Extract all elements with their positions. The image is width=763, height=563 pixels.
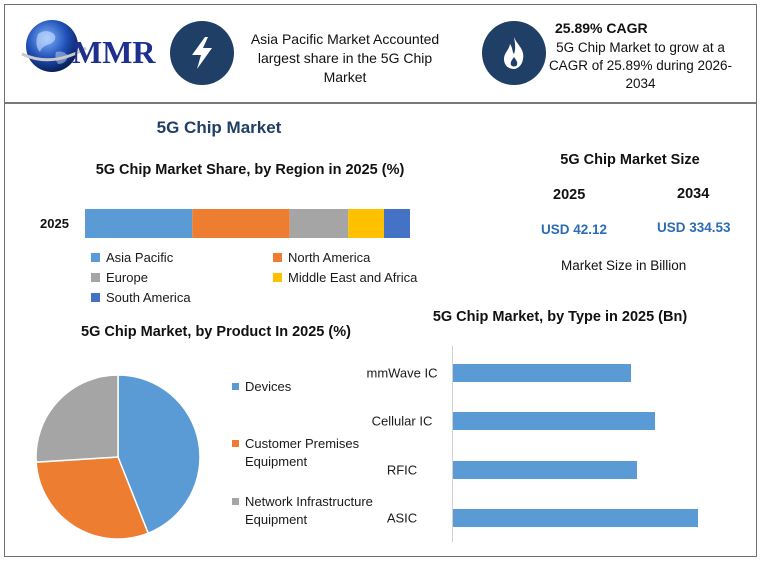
legend-item-north-america: North America bbox=[273, 250, 370, 265]
type-tick-label: ASIC bbox=[386, 510, 418, 526]
infographic-frame bbox=[4, 4, 757, 557]
legend-label: South America bbox=[106, 290, 191, 305]
region-segment-north-america bbox=[192, 209, 290, 238]
legend-label: Middle East and Africa bbox=[288, 270, 418, 285]
legend-swatch bbox=[91, 273, 100, 282]
pie-legend-item-network-infrastructure-equipment: Network Infrastructure Equipment bbox=[232, 493, 410, 529]
market-size-year-2025: 2025 bbox=[553, 187, 586, 203]
legend-swatch bbox=[273, 253, 282, 262]
market-size-value-2034: USD 334.53 bbox=[657, 220, 731, 235]
lightning-icon bbox=[170, 21, 234, 85]
region-segment-europe bbox=[289, 209, 349, 238]
region-category-label: 2025 bbox=[40, 216, 69, 231]
flame-icon bbox=[482, 21, 546, 85]
type-bar-asic bbox=[453, 509, 699, 527]
type-tick-label: Cellular IC bbox=[371, 413, 433, 429]
legend-label: Asia Pacific bbox=[106, 250, 174, 265]
product-pie-chart bbox=[35, 374, 201, 540]
header-card-apac-text: Asia Pacific Market Accounted largest sh… bbox=[250, 31, 440, 85]
legend-label: North America bbox=[288, 250, 371, 265]
pie-legend-item-customer-premises-equipment: Customer Premises Equipment bbox=[232, 435, 410, 471]
pie-slice-customer-premises-equipment bbox=[35, 456, 150, 540]
mmr-logo: MMR bbox=[16, 12, 156, 84]
legend-label: Customer Premises Equipment bbox=[245, 436, 360, 469]
type-chart-title: 5G Chip Market, by Type in 2025 (Bn) bbox=[432, 309, 688, 325]
pie-slice-network-infrastructure-equipment bbox=[35, 374, 119, 463]
logo-text: MMR bbox=[72, 34, 156, 70]
region-segment-south-america bbox=[384, 209, 410, 238]
cagr-text: 5G Chip Market to grow at a CAGR of 25.8… bbox=[548, 40, 733, 91]
region-stacked-bar bbox=[85, 209, 410, 238]
pie-slice-devices bbox=[117, 374, 201, 535]
globe-icon bbox=[21, 20, 87, 72]
region-segment-middle-east-and-africa bbox=[348, 209, 384, 238]
legend-swatch bbox=[232, 440, 239, 447]
type-bar-rfic bbox=[453, 461, 637, 479]
market-size-year-2034: 2034 bbox=[677, 186, 710, 202]
legend-label: Europe bbox=[106, 270, 148, 285]
header-divider bbox=[5, 102, 756, 104]
market-size-title: 5G Chip Market Size bbox=[560, 152, 700, 168]
legend-swatch bbox=[232, 383, 239, 390]
legend-item-europe: Europe bbox=[91, 270, 148, 285]
market-size-value-2025: USD 42.12 bbox=[541, 222, 608, 237]
legend-swatch bbox=[91, 253, 100, 262]
type-tick-label: RFIC bbox=[386, 462, 418, 478]
market-size-unit-note: Market Size in Billion bbox=[561, 258, 686, 273]
cagr-title: 25.89% CAGR bbox=[555, 20, 648, 36]
page-title: 5G Chip Market bbox=[156, 118, 282, 137]
unit-note-text: Market Size in Billion bbox=[561, 258, 687, 273]
type-chart-axis bbox=[452, 346, 453, 542]
type-bar-mmwave-ic bbox=[453, 364, 632, 382]
region-segment-asia-pacific bbox=[85, 209, 193, 238]
legend-swatch bbox=[91, 293, 100, 302]
region-chart-title: 5G Chip Market Share, by Region in 2025 … bbox=[95, 162, 405, 178]
legend-item-middle-east-and-africa: Middle East and Africa bbox=[273, 270, 417, 285]
legend-item-south-america: South America bbox=[91, 290, 191, 305]
legend-swatch bbox=[232, 498, 239, 505]
type-bar-cellular-ic bbox=[453, 412, 655, 430]
legend-label: Network Infrastructure Equipment bbox=[245, 494, 373, 527]
product-chart-title: 5G Chip Market, by Product In 2025 (%) bbox=[81, 324, 351, 340]
pie-legend-item-devices: Devices bbox=[232, 378, 410, 396]
legend-item-asia-pacific: Asia Pacific bbox=[91, 250, 173, 265]
type-tick-label: mmWave IC bbox=[366, 365, 438, 381]
legend-label: Devices bbox=[245, 379, 292, 394]
legend-swatch bbox=[273, 273, 282, 282]
